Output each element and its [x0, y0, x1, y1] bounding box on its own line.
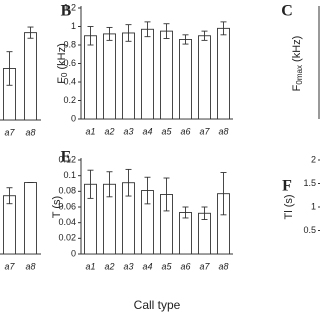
x-tick-label: a1: [85, 126, 95, 136]
y-tick-label: 1.5: [303, 178, 316, 188]
x-tick-label: a5: [161, 126, 172, 136]
y-tick-label: 0: [71, 248, 76, 258]
x-tick-label: a7: [4, 127, 15, 137]
x-tick-label: a8: [25, 127, 35, 137]
x-tick-label: a7: [199, 261, 210, 271]
x-tick-label: a8: [218, 261, 228, 271]
y-axis-label: T (s): [51, 196, 63, 218]
y-tick-label: 0.5: [303, 225, 316, 235]
bar: [3, 195, 16, 255]
x-tick-label: a6: [180, 126, 190, 136]
x-tick-label: a2: [104, 261, 114, 271]
y-axis-label-main: F: [291, 84, 303, 91]
y-tick-label: 0.12: [58, 154, 76, 164]
x-tick-label: a2: [104, 126, 114, 136]
panel-label: B: [61, 3, 72, 20]
bar: [179, 212, 192, 255]
bar: [160, 30, 173, 120]
y-tick-label: 0.04: [58, 217, 76, 227]
bar: [84, 35, 97, 120]
x-tick-label: a4: [142, 126, 152, 136]
y-axis-label-unit: (kHz): [56, 43, 68, 72]
x-tick-label: a3: [123, 261, 133, 271]
x-tick-label: a7: [199, 126, 210, 136]
x-axis-label: Call type: [134, 298, 181, 312]
x-tick-label: a1: [85, 261, 95, 271]
y-tick-label: 0.08: [58, 186, 76, 196]
y-tick-label: 0.06: [58, 201, 76, 211]
panel-label: E: [61, 149, 72, 166]
bar: [24, 182, 37, 255]
bar: [217, 27, 230, 120]
bar: [122, 32, 135, 120]
y-tick-label: 1: [71, 21, 76, 31]
bar: [24, 32, 37, 121]
panel-label: C: [281, 3, 293, 20]
bar: [198, 35, 211, 120]
x-tick-label: a7: [4, 261, 15, 271]
x-tick-label: a8: [25, 261, 35, 271]
y-tick-label: 0.02: [58, 233, 76, 243]
x-tick-label: a3: [123, 126, 133, 136]
bar: [141, 28, 154, 120]
x-tick-label: a5: [161, 261, 172, 271]
panel-label: F: [282, 178, 292, 195]
y-axis-label-main: F: [56, 77, 68, 84]
y-axis-label-sub: 0: [60, 72, 69, 77]
y-tick-label: 1.2: [63, 2, 76, 12]
y-tick-label: 0.6: [63, 58, 76, 68]
bar: [179, 39, 192, 120]
x-tick-label: a6: [180, 261, 190, 271]
y-axis-label-sub: 0max: [295, 65, 304, 85]
x-tick-label: a4: [142, 261, 152, 271]
bar: [103, 33, 116, 120]
y-axis-label: F0 (kHz): [56, 43, 69, 84]
y-tick-label: 0.2: [63, 95, 76, 105]
y-tick-label: 2: [311, 154, 316, 164]
y-tick-label: 0.8: [63, 39, 76, 49]
y-tick-label: 0: [71, 113, 76, 123]
y-axis-label-unit: (kHz): [291, 36, 303, 65]
y-tick-label: 0.4: [63, 76, 76, 86]
y-tick-label: 1: [311, 201, 316, 211]
y-axis-label: Tl (s): [283, 194, 295, 219]
x-tick-label: a8: [218, 126, 228, 136]
y-axis-label: F0max (kHz): [291, 36, 304, 92]
y-tick-label: 0.1: [63, 170, 76, 180]
